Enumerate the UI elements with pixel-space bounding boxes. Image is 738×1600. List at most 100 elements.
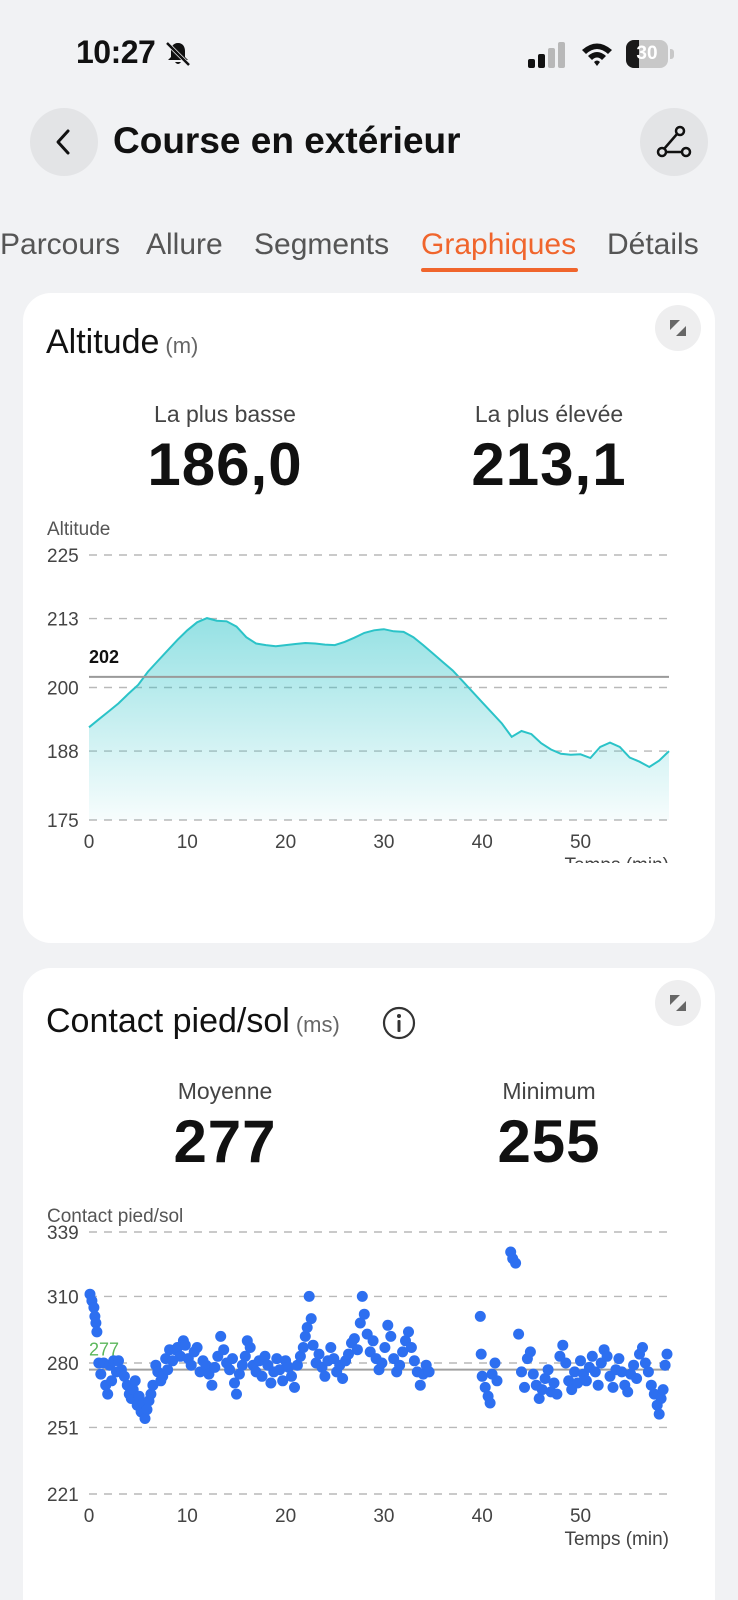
data-point xyxy=(206,1379,218,1391)
data-point xyxy=(102,1388,114,1400)
data-point xyxy=(227,1353,238,1365)
data-point xyxy=(286,1370,297,1382)
data-point xyxy=(489,1357,501,1369)
x-tick-label: 30 xyxy=(373,832,394,853)
expand-altitude-button[interactable] xyxy=(655,305,701,351)
data-point xyxy=(642,1366,654,1378)
altitude-line xyxy=(88,617,670,769)
data-point xyxy=(239,1350,251,1362)
back-button[interactable] xyxy=(30,108,98,176)
data-point xyxy=(631,1373,643,1384)
x-tick-label: 50 xyxy=(570,832,591,853)
x-axis-label: Temps (min) xyxy=(564,1529,669,1550)
data-point xyxy=(337,1373,349,1384)
tab-segments[interactable]: Segments xyxy=(254,228,390,261)
altitude-unit: (m) xyxy=(165,333,199,358)
x-tick-label: 40 xyxy=(472,1506,493,1527)
info-icon[interactable] xyxy=(382,1006,416,1040)
data-point xyxy=(162,1364,174,1376)
y-tick-label: 175 xyxy=(47,811,79,832)
data-point xyxy=(351,1344,363,1356)
data-point xyxy=(274,1364,286,1376)
page-title: Course en extérieur xyxy=(113,120,461,161)
data-point xyxy=(256,1370,268,1382)
data-point xyxy=(575,1355,586,1367)
data-point xyxy=(580,1375,592,1387)
data-point xyxy=(283,1361,295,1373)
x-tick-label: 10 xyxy=(177,832,198,853)
data-point xyxy=(639,1357,651,1369)
y-tick-label: 221 xyxy=(47,1485,79,1506)
data-point xyxy=(289,1381,300,1393)
data-point xyxy=(218,1344,230,1356)
data-point xyxy=(659,1359,671,1371)
data-point xyxy=(236,1359,248,1371)
battery-icon: 30 xyxy=(626,40,674,68)
data-point xyxy=(299,1330,311,1342)
route-button[interactable] xyxy=(640,108,708,176)
data-point xyxy=(91,1326,103,1338)
y-tick-label: 280 xyxy=(47,1354,79,1375)
data-point xyxy=(403,1326,414,1338)
cellular-signal-icon xyxy=(528,42,565,68)
data-point xyxy=(307,1339,319,1351)
data-point xyxy=(516,1366,527,1378)
data-point xyxy=(569,1366,581,1378)
data-point xyxy=(479,1381,491,1393)
data-point xyxy=(628,1359,640,1371)
data-point xyxy=(118,1370,130,1382)
data-point xyxy=(319,1370,331,1382)
x-tick-label: 10 xyxy=(177,1506,198,1527)
data-point xyxy=(589,1366,601,1378)
stat-value: 213,1 xyxy=(471,431,627,498)
tab-allure[interactable]: Allure xyxy=(146,228,223,261)
data-point xyxy=(414,1379,426,1391)
data-point xyxy=(474,1310,486,1322)
data-point xyxy=(510,1257,522,1269)
data-point xyxy=(259,1350,271,1362)
data-point xyxy=(423,1366,435,1378)
data-point xyxy=(90,1317,102,1329)
data-point xyxy=(616,1366,628,1378)
data-point xyxy=(539,1373,551,1384)
altitude-title: Altitude (m) xyxy=(46,323,198,362)
tab-graphiques[interactable]: Graphiques xyxy=(421,228,577,261)
tab-parcours[interactable]: Parcours xyxy=(0,228,121,261)
reference-label: 277 xyxy=(89,1340,119,1360)
data-point xyxy=(106,1375,118,1387)
data-point xyxy=(294,1350,306,1362)
x-tick-label: 40 xyxy=(472,832,493,853)
data-point xyxy=(476,1370,488,1382)
data-point xyxy=(185,1359,197,1371)
x-tick-label: 0 xyxy=(84,832,95,853)
data-point xyxy=(301,1322,313,1333)
altitude-min-stat: La plus basse 186,0 xyxy=(95,401,355,499)
y-tick-label: 251 xyxy=(47,1418,79,1439)
contact-title-text: Contact pied/sol xyxy=(46,1002,290,1040)
data-point xyxy=(475,1348,487,1360)
data-point xyxy=(586,1350,598,1362)
data-point xyxy=(491,1375,503,1387)
data-point xyxy=(563,1375,575,1387)
stat-value: 186,0 xyxy=(147,431,303,498)
data-point xyxy=(141,1404,153,1416)
data-point xyxy=(376,1357,388,1369)
tab-details[interactable]: Détails xyxy=(607,228,699,261)
expand-contact-button[interactable] xyxy=(655,980,701,1026)
data-point xyxy=(305,1313,317,1325)
data-point xyxy=(613,1353,625,1365)
data-point xyxy=(343,1348,354,1360)
data-point xyxy=(277,1375,289,1387)
data-point xyxy=(356,1290,368,1302)
route-icon xyxy=(656,125,692,158)
x-tick-label: 20 xyxy=(275,1506,296,1527)
y-tick-label: 225 xyxy=(47,546,79,567)
altitude-title-text: Altitude xyxy=(46,323,160,361)
data-point xyxy=(367,1335,379,1347)
contact-title: Contact pied/sol (ms) xyxy=(46,1002,340,1041)
altitude-chart-ylabel: Altitude xyxy=(47,519,111,540)
altitude-max-stat: La plus élevée 213,1 xyxy=(419,401,679,499)
data-point xyxy=(592,1379,604,1391)
data-point xyxy=(513,1328,525,1340)
